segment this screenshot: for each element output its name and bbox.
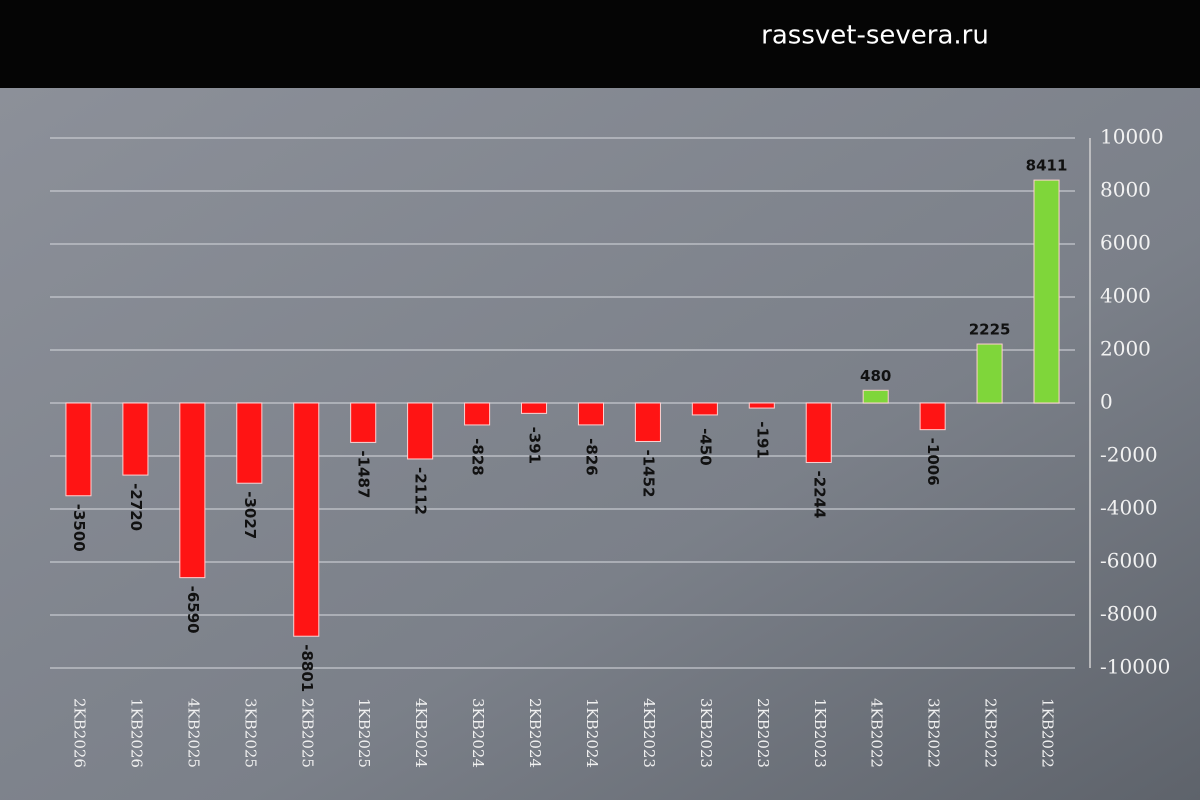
bar (634, 402, 661, 442)
value-label: -1452 (639, 449, 657, 497)
x-tick-label: 2KB2022 (982, 698, 1000, 768)
value-label: -3500 (70, 504, 88, 552)
value-label: -828 (469, 438, 487, 476)
value-label: -826 (582, 438, 600, 476)
value-label: -2720 (127, 483, 145, 531)
value-label: -8801 (298, 644, 316, 692)
y-tick-label: 0 (1100, 390, 1113, 414)
y-tick-label: 6000 (1100, 231, 1151, 255)
x-tick-label: 4KB2023 (640, 698, 658, 768)
value-label: -2244 (810, 470, 828, 518)
x-tick-label: 2KB2025 (298, 698, 316, 768)
bar (577, 402, 605, 426)
x-tick-label: 1KB2025 (355, 698, 373, 768)
bar (350, 402, 377, 443)
bar (976, 343, 1003, 404)
y-tick-label: -8000 (1100, 602, 1158, 626)
bar (179, 402, 206, 579)
bar (919, 402, 946, 431)
bar (293, 402, 320, 637)
x-tick-label: 4KB2024 (412, 698, 430, 768)
value-label: 2225 (969, 321, 1011, 339)
value-label: -1006 (924, 438, 942, 486)
bar (407, 402, 434, 460)
y-tick-label: 8000 (1100, 178, 1151, 202)
value-label: -2112 (412, 467, 430, 515)
value-label: -1487 (355, 450, 373, 498)
y-tick-label: 10000 (1100, 125, 1164, 149)
bar (862, 389, 889, 404)
x-tick-label: 1KB2023 (811, 698, 829, 768)
bar (236, 402, 263, 484)
bar (805, 402, 832, 463)
bar (521, 402, 548, 414)
value-label: 480 (860, 367, 891, 385)
x-tick-label: 2KB2024 (526, 698, 544, 768)
bar (122, 402, 149, 476)
x-tick-label: 3KB2023 (697, 698, 715, 768)
x-tick-label: 1KB2026 (127, 698, 145, 768)
bar (748, 402, 775, 409)
y-tick-label: 4000 (1100, 284, 1151, 308)
bar (464, 402, 491, 426)
x-tick-label: 4KB2022 (868, 698, 886, 768)
value-label: -6590 (184, 586, 202, 634)
value-label: -3027 (241, 491, 259, 539)
value-label: -391 (526, 427, 544, 465)
y-tick-label: 2000 (1100, 337, 1151, 361)
x-tick-label: 1KB2024 (583, 698, 601, 768)
x-tick-label: 4KB2025 (184, 698, 202, 768)
x-tick-label: 3KB2024 (469, 698, 487, 768)
x-tick-label: 3KB2025 (241, 698, 259, 768)
x-tick-label: 2KB2023 (754, 698, 772, 768)
x-tick-label: 1KB2022 (1039, 698, 1057, 768)
value-label: -450 (696, 428, 714, 466)
y-tick-label: -6000 (1100, 549, 1158, 573)
bar (65, 402, 92, 497)
x-tick-label: 3KB2022 (925, 698, 943, 768)
bar (691, 402, 718, 416)
bar (1033, 179, 1060, 404)
y-tick-label: -4000 (1100, 496, 1158, 520)
y-tick-label: -10000 (1100, 655, 1170, 679)
y-tick-label: -2000 (1100, 443, 1158, 467)
value-label: 8411 (1026, 157, 1068, 175)
x-tick-label: 2KB2026 (70, 698, 88, 768)
watermark: rassvet-severa.ru (761, 21, 989, 51)
value-label: -191 (753, 421, 771, 459)
